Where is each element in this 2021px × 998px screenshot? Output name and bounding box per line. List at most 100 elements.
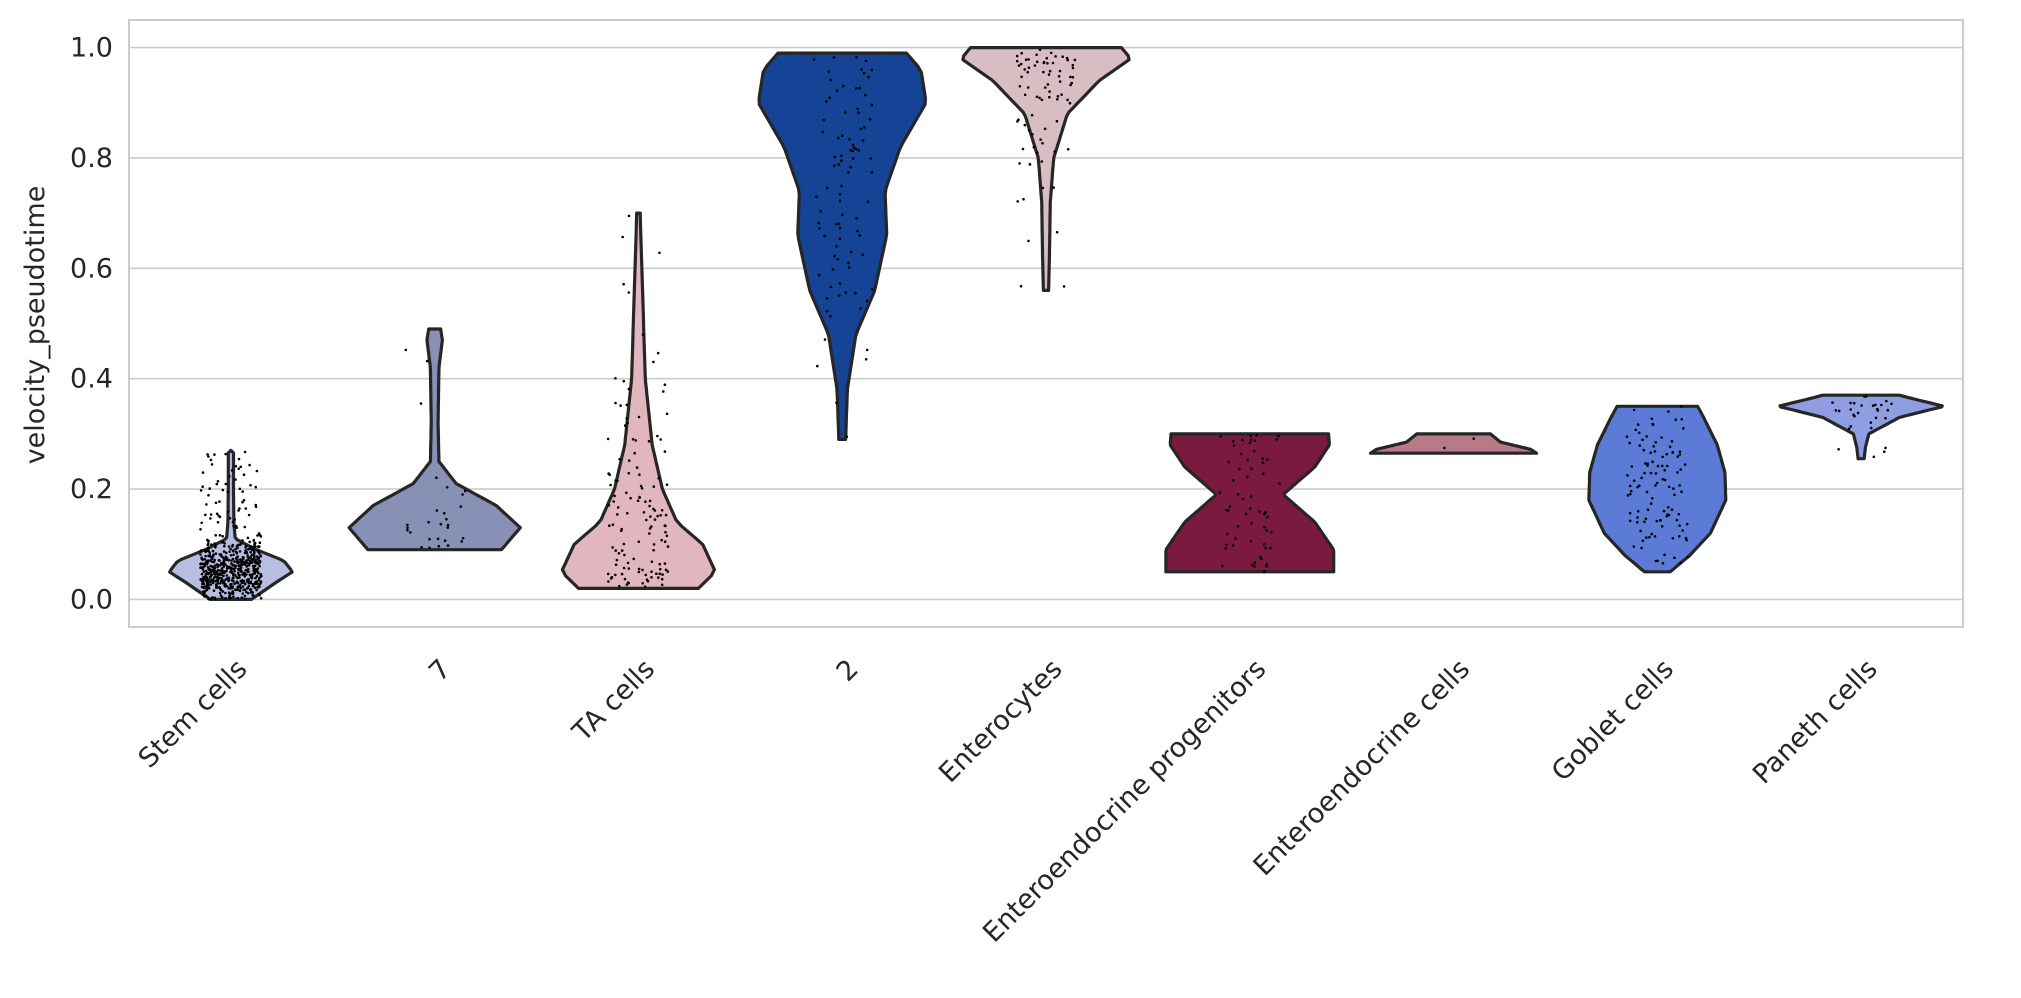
point	[838, 192, 842, 196]
point	[435, 509, 439, 512]
point	[618, 457, 621, 461]
point	[1651, 423, 1655, 427]
point	[236, 555, 239, 558]
point	[1645, 490, 1649, 494]
point	[214, 552, 218, 555]
point	[660, 509, 664, 512]
point	[1650, 532, 1653, 536]
point	[823, 338, 827, 341]
point	[626, 511, 629, 515]
point	[860, 68, 863, 71]
point	[622, 542, 626, 546]
point	[1655, 481, 1659, 485]
point	[838, 199, 842, 203]
point	[238, 583, 242, 587]
point	[859, 127, 863, 131]
point	[1019, 284, 1023, 288]
point	[627, 459, 631, 462]
point	[202, 586, 206, 590]
point	[840, 159, 843, 162]
point	[1632, 479, 1636, 483]
point	[659, 438, 662, 441]
violin-7	[1587, 404, 1728, 574]
point	[663, 540, 667, 543]
point	[614, 377, 617, 380]
point	[253, 542, 256, 545]
point	[258, 552, 261, 555]
point	[848, 138, 851, 141]
point	[652, 543, 656, 546]
point	[243, 573, 246, 577]
x-tick-6: Enteroendocrine cells	[1248, 654, 1476, 882]
violin-5	[1164, 432, 1336, 574]
point	[613, 494, 616, 498]
point	[1239, 452, 1243, 456]
point	[1628, 441, 1631, 445]
point	[212, 565, 215, 569]
point	[207, 549, 210, 552]
point	[1632, 545, 1636, 548]
point	[869, 157, 873, 160]
point	[659, 567, 662, 571]
point	[1686, 555, 1690, 559]
point	[1674, 418, 1677, 422]
point	[1629, 492, 1632, 496]
point	[1227, 460, 1230, 464]
point	[1665, 452, 1669, 456]
point	[199, 489, 203, 492]
point	[664, 568, 668, 572]
point	[865, 348, 869, 352]
point	[229, 585, 232, 588]
point	[223, 570, 226, 574]
point	[1262, 472, 1265, 476]
point	[211, 549, 215, 553]
point	[210, 574, 213, 577]
point	[427, 520, 430, 524]
point	[230, 566, 233, 570]
point	[1663, 478, 1667, 482]
point	[838, 237, 842, 241]
point	[1874, 403, 1877, 407]
point	[225, 565, 229, 568]
point	[207, 542, 210, 546]
point	[216, 564, 220, 567]
point	[236, 546, 239, 550]
point	[1277, 434, 1280, 438]
point	[1069, 75, 1072, 79]
point	[256, 567, 260, 570]
point	[870, 287, 874, 291]
point	[258, 533, 262, 537]
point	[1636, 516, 1639, 519]
point	[226, 490, 229, 494]
point	[1236, 493, 1240, 496]
point	[209, 458, 213, 462]
point	[1651, 460, 1654, 464]
point	[829, 285, 833, 289]
point	[212, 553, 215, 556]
point	[254, 545, 257, 548]
point	[656, 514, 659, 518]
point	[664, 513, 668, 517]
point	[246, 586, 249, 590]
point	[218, 500, 221, 503]
point	[652, 548, 655, 552]
point	[835, 89, 839, 92]
point	[1253, 565, 1256, 568]
point	[622, 379, 626, 383]
point	[221, 535, 224, 538]
point	[258, 564, 261, 568]
point	[221, 563, 224, 566]
point	[201, 558, 204, 561]
point	[231, 520, 235, 524]
point	[242, 498, 246, 502]
point	[218, 553, 222, 556]
point	[1027, 239, 1030, 243]
point	[1883, 450, 1886, 454]
point	[215, 482, 219, 486]
point	[203, 564, 207, 568]
point	[1218, 491, 1222, 494]
point	[851, 149, 854, 153]
point	[230, 562, 233, 565]
point	[233, 573, 237, 577]
point	[838, 226, 842, 230]
